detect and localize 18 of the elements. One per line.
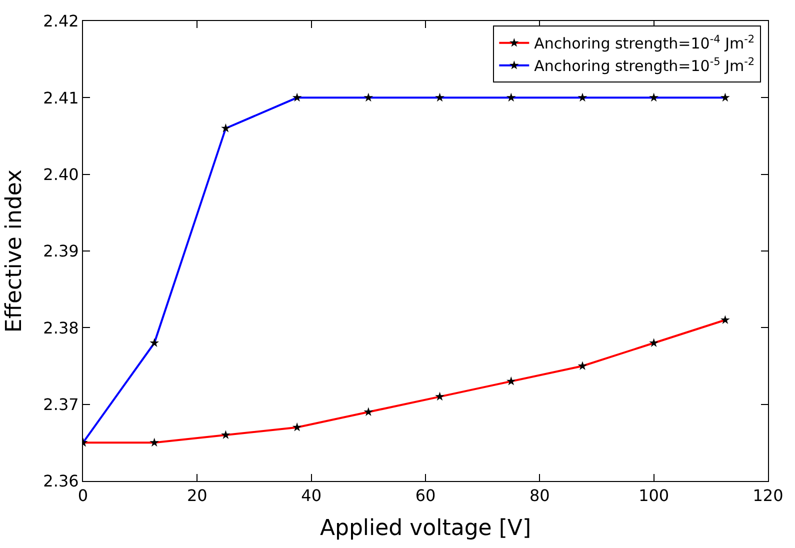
y-tick-label: 2.37 [43, 394, 79, 414]
y-tick-label: 2.41 [43, 88, 79, 108]
legend-label: Anchoring strength=10$^{-4}$ Jm$^{-2}$ [534, 33, 755, 53]
x-tick-label: 40 [301, 486, 322, 506]
x-axis-title: Applied voltage [V] [320, 516, 532, 542]
legend-label: Anchoring strength=10$^{-5}$ Jm$^{-2}$ [534, 56, 755, 76]
x-tick-label: 120 [752, 486, 784, 506]
x-tick-label: 100 [638, 486, 670, 506]
x-tick-label: 20 [186, 486, 208, 506]
y-tick-label: 2.38 [43, 318, 79, 338]
x-tick-label: 80 [529, 486, 550, 506]
y-tick-label: 2.36 [43, 472, 79, 491]
y-tick-label: 2.39 [43, 242, 79, 261]
y-tick-label: 2.42 [43, 12, 79, 31]
y-axis-title: Effective index [2, 169, 27, 333]
x-tick-label: 60 [415, 486, 436, 506]
y-tick-label: 2.40 [43, 164, 79, 184]
x-tick-label: 0 [78, 486, 88, 506]
